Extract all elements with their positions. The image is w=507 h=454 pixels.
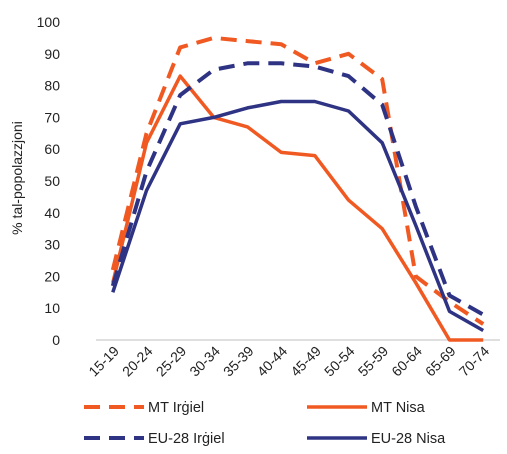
y-tick-label: 20	[44, 268, 60, 284]
series-line-2	[110, 61, 485, 317]
legend-item: EU-28 Irġiel	[84, 431, 225, 447]
legend: MT Irġiel MT Nisa EU-28 Irġiel EU-28 Nisa	[84, 400, 446, 447]
series-line-1	[111, 74, 484, 342]
legend-item: EU-28 Nisa	[307, 431, 446, 447]
x-tick-label: 45-49	[287, 343, 324, 380]
x-tick-label: 20-24	[119, 343, 156, 380]
x-tick-label: 15-19	[85, 343, 122, 380]
x-tick-label: 40-44	[254, 343, 291, 380]
y-tick-label: 10	[44, 300, 60, 316]
legend-item: MT Irġiel	[84, 400, 204, 416]
y-tick-label: 30	[44, 237, 60, 253]
x-tick-label: 30-34	[186, 343, 223, 380]
x-tick-label: 65-69	[422, 343, 459, 380]
y-axis-title: % tal-popolazzjoni	[9, 121, 25, 235]
x-tick-label: 70-74	[456, 343, 493, 380]
series-layer	[110, 35, 485, 342]
x-tick-label: 50-54	[321, 343, 358, 380]
legend-label: MT Nisa	[371, 400, 426, 416]
series-line-0	[110, 35, 485, 326]
x-tick-label: 60-64	[388, 343, 425, 380]
y-axis: 0 10 20 30 40 50 60 70 80 90 100	[37, 14, 61, 348]
x-tick-label: 35-39	[220, 343, 257, 380]
legend-label: EU-28 Irġiel	[148, 431, 225, 447]
y-tick-label: 60	[44, 141, 60, 157]
y-tick-label: 90	[44, 46, 60, 62]
legend-label: EU-28 Nisa	[371, 431, 446, 447]
x-tick-label: 55-59	[355, 343, 392, 380]
y-tick-label: 0	[52, 332, 60, 348]
y-tick-label: 70	[44, 109, 60, 125]
y-tick-label: 100	[37, 14, 61, 30]
y-tick-label: 80	[44, 78, 60, 94]
x-axis: 15-1920-2425-2930-3435-3940-4445-4950-54…	[85, 339, 500, 380]
y-tick-label: 40	[44, 205, 60, 221]
y-axis-title-group: % tal-popolazzjoni	[9, 121, 25, 235]
series-line-3	[111, 99, 485, 333]
x-tick-label: 25-29	[153, 343, 190, 380]
legend-item: MT Nisa	[307, 400, 426, 416]
legend-label: MT Irġiel	[148, 400, 204, 416]
y-tick-label: 50	[44, 173, 60, 189]
